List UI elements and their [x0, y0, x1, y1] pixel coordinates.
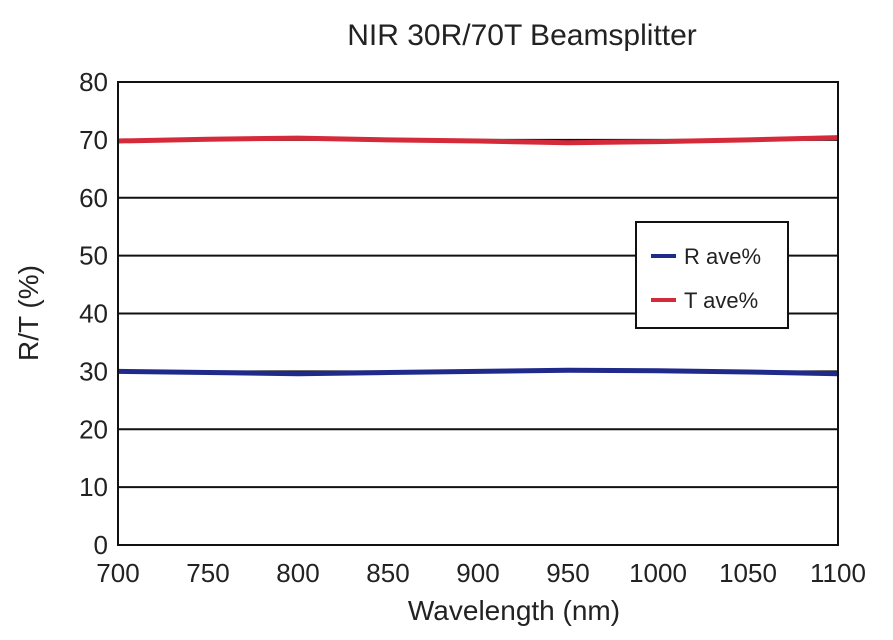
y-tick-label: 60	[79, 183, 108, 213]
x-tick-label: 1100	[810, 558, 866, 588]
y-tick-label: 40	[79, 299, 108, 329]
x-tick-labels: 700 750 800 850 900 950 1000 1050 1100	[96, 558, 866, 588]
plot-frame	[117, 81, 839, 546]
x-tick-label: 1000	[629, 558, 687, 588]
legend-label-r-ave: R ave%	[684, 244, 761, 269]
series-line-t-ave	[117, 135, 839, 146]
legend-label-t-ave: T ave%	[684, 288, 758, 313]
x-tick-label: 800	[276, 558, 319, 588]
series-line-r-ave	[117, 367, 839, 377]
chart-title: NIR 30R/70T Beamsplitter	[347, 19, 697, 52]
y-tick-label: 20	[79, 414, 108, 444]
x-tick-label: 1050	[719, 558, 777, 588]
y-axis-label: R/T (%)	[13, 265, 44, 361]
x-tick-label: 850	[366, 558, 409, 588]
x-tick-label: 750	[186, 558, 229, 588]
x-tick-label: 700	[96, 558, 139, 588]
x-axis-label: Wavelength (nm)	[408, 595, 620, 626]
legend-box	[635, 221, 789, 329]
series-lines	[117, 135, 839, 377]
y-tick-label: 70	[79, 125, 108, 155]
y-tick-label: 10	[79, 472, 108, 502]
x-tick-label: 900	[456, 558, 499, 588]
legend: R ave% T ave%	[635, 221, 789, 329]
x-tick-label: 950	[546, 558, 589, 588]
y-tick-label: 30	[79, 356, 108, 386]
y-tick-label: 50	[79, 241, 108, 271]
y-tick-label: 0	[94, 530, 108, 560]
y-tick-label: 80	[79, 67, 108, 97]
y-tick-labels: 0 10 20 30 40 50 60 70 80	[79, 67, 108, 560]
